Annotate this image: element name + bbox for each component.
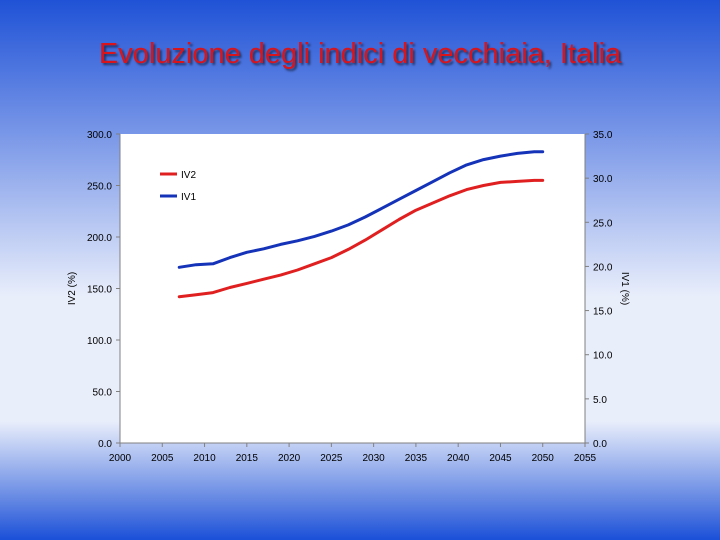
x-tick-label: 2055 bbox=[574, 453, 597, 464]
legend-label-iv1: IV1 bbox=[181, 192, 196, 203]
y-left-tick-label: 200.0 bbox=[87, 233, 112, 244]
y-left-axis-label: IV2 (%) bbox=[67, 272, 78, 305]
x-tick-label: 2015 bbox=[236, 453, 259, 464]
y-left-tick-label: 0.0 bbox=[98, 439, 112, 450]
x-tick-label: 2050 bbox=[532, 453, 555, 464]
y-right-tick-label: 0.0 bbox=[593, 439, 607, 450]
legend-label-iv2: IV2 bbox=[181, 170, 196, 181]
series-line-iv1 bbox=[177, 150, 545, 269]
series-line-iv2 bbox=[177, 178, 545, 299]
y-right-tick-label: 20.0 bbox=[593, 262, 613, 273]
y-right-tick-label: 15.0 bbox=[593, 307, 613, 318]
x-tick-label: 2005 bbox=[151, 453, 174, 464]
y-right-tick-label: 10.0 bbox=[593, 351, 613, 362]
y-left-tick-label: 50.0 bbox=[93, 388, 113, 399]
y-left-tick-label: 250.0 bbox=[87, 182, 112, 193]
x-tick-label: 2035 bbox=[405, 453, 428, 464]
y-right-tick-label: 25.0 bbox=[593, 218, 613, 229]
x-tick-label: 2000 bbox=[109, 453, 132, 464]
legend-box bbox=[151, 161, 209, 208]
y-left-tick-label: 100.0 bbox=[87, 336, 112, 347]
y-left-tick-label: 150.0 bbox=[87, 285, 112, 296]
y-right-axis-label: IV1 (%) bbox=[619, 272, 630, 305]
x-tick-label: 2045 bbox=[489, 453, 512, 464]
y-left-tick-label: 300.0 bbox=[87, 130, 112, 141]
y-right-tick-label: 35.0 bbox=[593, 130, 613, 141]
x-tick-label: 2030 bbox=[363, 453, 386, 464]
x-tick-label: 2040 bbox=[447, 453, 470, 464]
x-tick-label: 2010 bbox=[193, 453, 216, 464]
y-right-tick-label: 5.0 bbox=[593, 395, 607, 406]
slide-title: Evoluzione degli indici di vecchiaia, It… bbox=[98, 38, 622, 70]
x-tick-label: 2020 bbox=[278, 453, 301, 464]
y-right-tick-label: 30.0 bbox=[593, 174, 613, 185]
x-tick-label: 2025 bbox=[320, 453, 343, 464]
